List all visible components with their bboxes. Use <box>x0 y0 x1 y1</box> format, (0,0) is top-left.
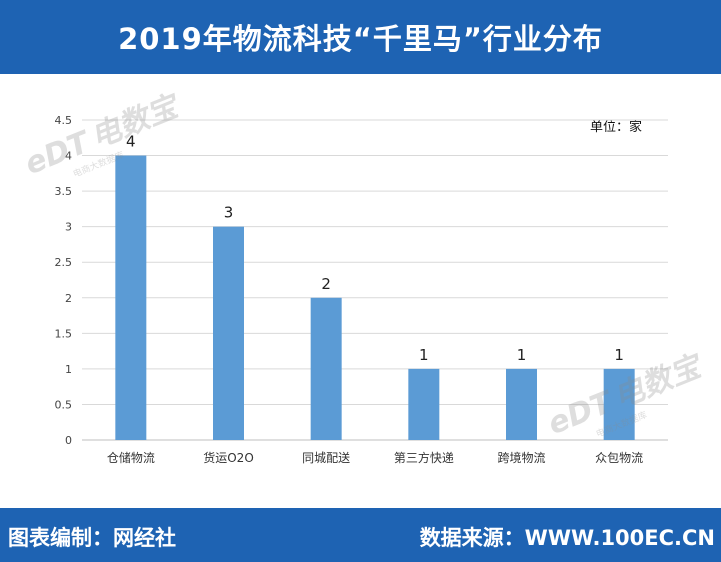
y-tick-label: 3.5 <box>55 185 73 198</box>
x-tick-label: 众包物流 <box>595 451 643 465</box>
chart-title-banner: 2019年物流科技“千里马”行业分布 <box>0 0 721 74</box>
y-tick-label: 1 <box>65 363 72 376</box>
data-label: 4 <box>126 133 136 151</box>
footer-source: 数据来源：WWW.100EC.CN <box>419 526 715 550</box>
bars: 4 3 2 1 1 1 <box>115 133 635 441</box>
bar <box>603 368 635 440</box>
x-tick-label: 跨境物流 <box>497 450 545 465</box>
y-axis-ticks: 0 0.5 1 1.5 2 2.5 3 3.5 4 4.5 <box>55 114 73 447</box>
y-tick-label: 1.5 <box>55 327 73 340</box>
chart-title: 2019年物流科技“千里马”行业分布 <box>118 22 603 56</box>
data-label: 1 <box>517 346 527 364</box>
bar <box>408 368 440 440</box>
data-label: 2 <box>321 275 331 293</box>
bar <box>310 297 342 440</box>
bar <box>115 155 147 441</box>
bar <box>506 368 537 440</box>
y-tick-label: 2 <box>65 292 72 305</box>
footer-banner: 图表编制：网经社 数据来源：WWW.100EC.CN <box>0 508 721 562</box>
bar <box>213 226 244 440</box>
x-axis-ticks: 仓储物流 货运O2O 同城配送 第三方快递 跨境物流 众包物流 <box>107 450 643 465</box>
data-label: 1 <box>614 346 624 364</box>
x-tick-label: 货运O2O <box>203 450 254 465</box>
y-tick-label: 4.5 <box>55 114 73 127</box>
data-label: 1 <box>419 346 429 364</box>
footer-credit: 图表编制：网经社 <box>8 526 176 550</box>
x-tick-label: 仓储物流 <box>107 450 155 465</box>
y-tick-label: 2.5 <box>55 256 73 269</box>
x-tick-label: 第三方快递 <box>394 450 454 465</box>
bar-chart: 0 0.5 1 1.5 2 2.5 3 3.5 4 4.5 4 3 2 1 1 1 仓储物流 货运O2O 同城配… <box>55 114 668 465</box>
y-tick-label: 0 <box>65 434 72 447</box>
data-label: 3 <box>224 204 234 222</box>
x-tick-label: 同城配送 <box>302 450 350 465</box>
unit-label: 单位：家 <box>590 120 643 135</box>
gridlines <box>82 119 668 441</box>
y-tick-label: 0.5 <box>55 398 73 411</box>
y-tick-label: 4 <box>65 150 72 163</box>
y-tick-label: 3 <box>65 221 72 234</box>
